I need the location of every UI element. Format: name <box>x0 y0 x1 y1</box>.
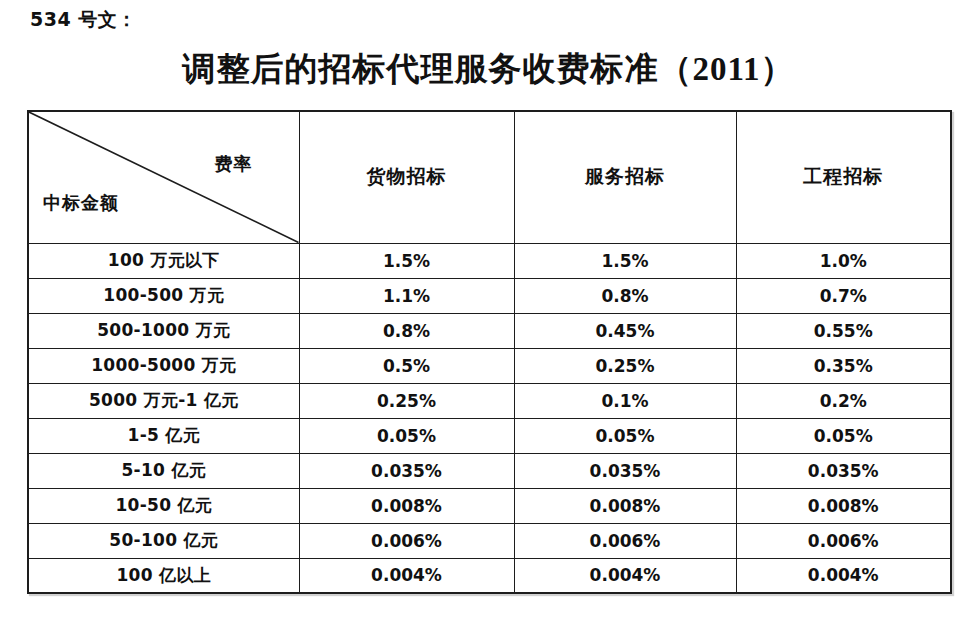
table-row: 5000 万元-1 亿元0.25%0.1%0.2% <box>28 383 951 418</box>
rate-cell: 0.8% <box>514 278 736 313</box>
table-row: 50-100 亿元0.006%0.006%0.006% <box>28 523 951 558</box>
diagonal-line <box>29 112 299 243</box>
amount-range-cell: 100 亿以上 <box>28 558 299 593</box>
table-body: 100 万元以下1.5%1.5%1.0%100-500 万元1.1%0.8%0.… <box>28 243 951 593</box>
rate-cell: 0.45% <box>514 313 736 348</box>
table-row: 500-1000 万元0.8%0.45%0.55% <box>28 313 951 348</box>
rate-cell: 0.008% <box>514 488 736 523</box>
amount-range-cell: 1000-5000 万元 <box>28 348 299 383</box>
table-row: 100 万元以下1.5%1.5%1.0% <box>28 243 951 278</box>
rate-cell: 1.5% <box>299 243 514 278</box>
rate-cell: 0.008% <box>736 488 951 523</box>
column-header-engineering: 工程招标 <box>736 111 951 243</box>
rate-cell: 1.5% <box>514 243 736 278</box>
rate-cell: 0.004% <box>736 558 951 593</box>
rate-cell: 0.2% <box>736 383 951 418</box>
table-row: 5-10 亿元0.035%0.035%0.035% <box>28 453 951 488</box>
column-header-services: 服务招标 <box>514 111 736 243</box>
amount-range-cell: 100 万元以下 <box>28 243 299 278</box>
fee-rate-table: 费率 中标金额 货物招标 服务招标 工程招标 100 万元以下1.5%1.5%1… <box>27 110 952 594</box>
rate-cell: 0.008% <box>299 488 514 523</box>
rate-cell: 0.006% <box>736 523 951 558</box>
table-row: 100-500 万元1.1%0.8%0.7% <box>28 278 951 313</box>
rate-cell: 1.1% <box>299 278 514 313</box>
header-row: 费率 中标金额 货物招标 服务招标 工程招标 <box>28 111 951 243</box>
rate-cell: 0.8% <box>299 313 514 348</box>
rate-cell: 0.5% <box>299 348 514 383</box>
table-row: 100 亿以上0.004%0.004%0.004% <box>28 558 951 593</box>
table-row: 1-5 亿元0.05%0.05%0.05% <box>28 418 951 453</box>
rate-cell: 0.05% <box>299 418 514 453</box>
page-title: 调整后的招标代理服务收费标准（2011） <box>27 47 950 92</box>
amount-range-cell: 100-500 万元 <box>28 278 299 313</box>
amount-range-cell: 5-10 亿元 <box>28 453 299 488</box>
rate-cell: 0.035% <box>736 453 951 488</box>
amount-range-cell: 1-5 亿元 <box>28 418 299 453</box>
rate-cell: 0.05% <box>514 418 736 453</box>
rate-cell: 0.004% <box>299 558 514 593</box>
corner-label-rate: 费率 <box>215 152 253 176</box>
rate-cell: 0.35% <box>736 348 951 383</box>
diagonal-header-cell: 费率 中标金额 <box>28 111 299 243</box>
table-row: 1000-5000 万元0.5%0.25%0.35% <box>28 348 951 383</box>
rate-cell: 1.0% <box>736 243 951 278</box>
rate-cell: 0.035% <box>514 453 736 488</box>
amount-range-cell: 50-100 亿元 <box>28 523 299 558</box>
rate-cell: 0.006% <box>299 523 514 558</box>
amount-range-cell: 5000 万元-1 亿元 <box>28 383 299 418</box>
column-header-goods: 货物招标 <box>299 111 514 243</box>
corner-label-amount: 中标金额 <box>43 191 119 215</box>
rate-cell: 0.004% <box>514 558 736 593</box>
rate-cell: 0.55% <box>736 313 951 348</box>
amount-range-cell: 10-50 亿元 <box>28 488 299 523</box>
rate-cell: 0.006% <box>514 523 736 558</box>
rate-cell: 0.1% <box>514 383 736 418</box>
document-number-label: 534 号文： <box>30 7 137 33</box>
rate-cell: 0.7% <box>736 278 951 313</box>
rate-cell: 0.25% <box>299 383 514 418</box>
amount-range-cell: 500-1000 万元 <box>28 313 299 348</box>
rate-cell: 0.035% <box>299 453 514 488</box>
table-row: 10-50 亿元0.008%0.008%0.008% <box>28 488 951 523</box>
rate-cell: 0.05% <box>736 418 951 453</box>
rate-cell: 0.25% <box>514 348 736 383</box>
